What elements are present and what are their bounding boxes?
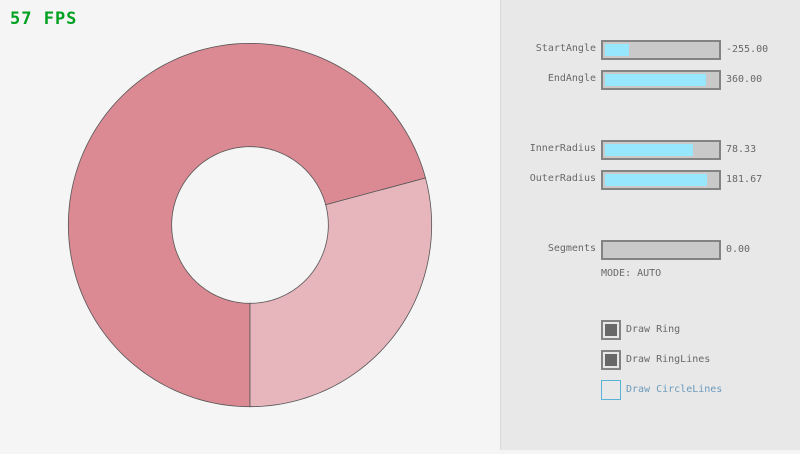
inner-radius-row: InnerRadius 78.33: [501, 140, 800, 160]
draw-ringlines-checkbox[interactable]: Draw RingLines: [601, 350, 710, 370]
check-mark: [605, 354, 617, 366]
ring-canvas: [67, 42, 433, 408]
fps-counter: 57 FPS: [10, 9, 78, 29]
draw-ringlines-label: Draw RingLines: [626, 354, 711, 365]
segments-value: 0.00: [726, 244, 751, 255]
inner-radius-slider[interactable]: [601, 140, 721, 160]
outer-radius-row: OuterRadius 181.67: [501, 170, 800, 190]
segments-row: Segments 0.00: [501, 240, 800, 260]
end-angle-value: 360.00: [726, 74, 763, 85]
end-angle-label: EndAngle: [547, 73, 596, 84]
outer-radius-slider[interactable]: [601, 170, 721, 190]
start-angle-label: StartAngle: [535, 43, 596, 54]
checkbox-box[interactable]: [601, 380, 621, 400]
start-angle-value: -255.00: [726, 44, 769, 55]
inner-radius-value: 78.33: [726, 144, 757, 155]
segments-label: Segments: [547, 243, 596, 254]
draw-circlelines-checkbox[interactable]: Draw CircleLines: [601, 380, 722, 400]
ring-single-segment: [249, 177, 433, 408]
slider-fill: [605, 144, 693, 156]
end-angle-row: EndAngle 360.00: [501, 70, 800, 90]
slider-fill: [605, 74, 706, 86]
checkbox-box[interactable]: [601, 320, 621, 340]
checkbox-box[interactable]: [601, 350, 621, 370]
draw-ring-checkbox[interactable]: Draw Ring: [601, 320, 680, 340]
draw-circlelines-label: Draw CircleLines: [626, 384, 723, 395]
slider-fill: [605, 174, 707, 186]
outer-radius-value: 181.67: [726, 174, 763, 185]
mode-label: MODE: AUTO: [601, 268, 662, 279]
check-mark: [605, 324, 617, 336]
controls-panel: StartAngle -255.00 EndAngle 360.00 Inner…: [500, 0, 800, 450]
segments-slider[interactable]: [601, 240, 721, 260]
start-angle-slider[interactable]: [601, 40, 721, 60]
draw-ring-label: Draw Ring: [626, 324, 681, 335]
inner-radius-label: InnerRadius: [529, 143, 596, 154]
start-angle-row: StartAngle -255.00: [501, 40, 800, 60]
outer-radius-label: OuterRadius: [529, 173, 596, 184]
ring-drawing: [67, 42, 433, 408]
end-angle-slider[interactable]: [601, 70, 721, 90]
slider-fill: [605, 44, 630, 56]
